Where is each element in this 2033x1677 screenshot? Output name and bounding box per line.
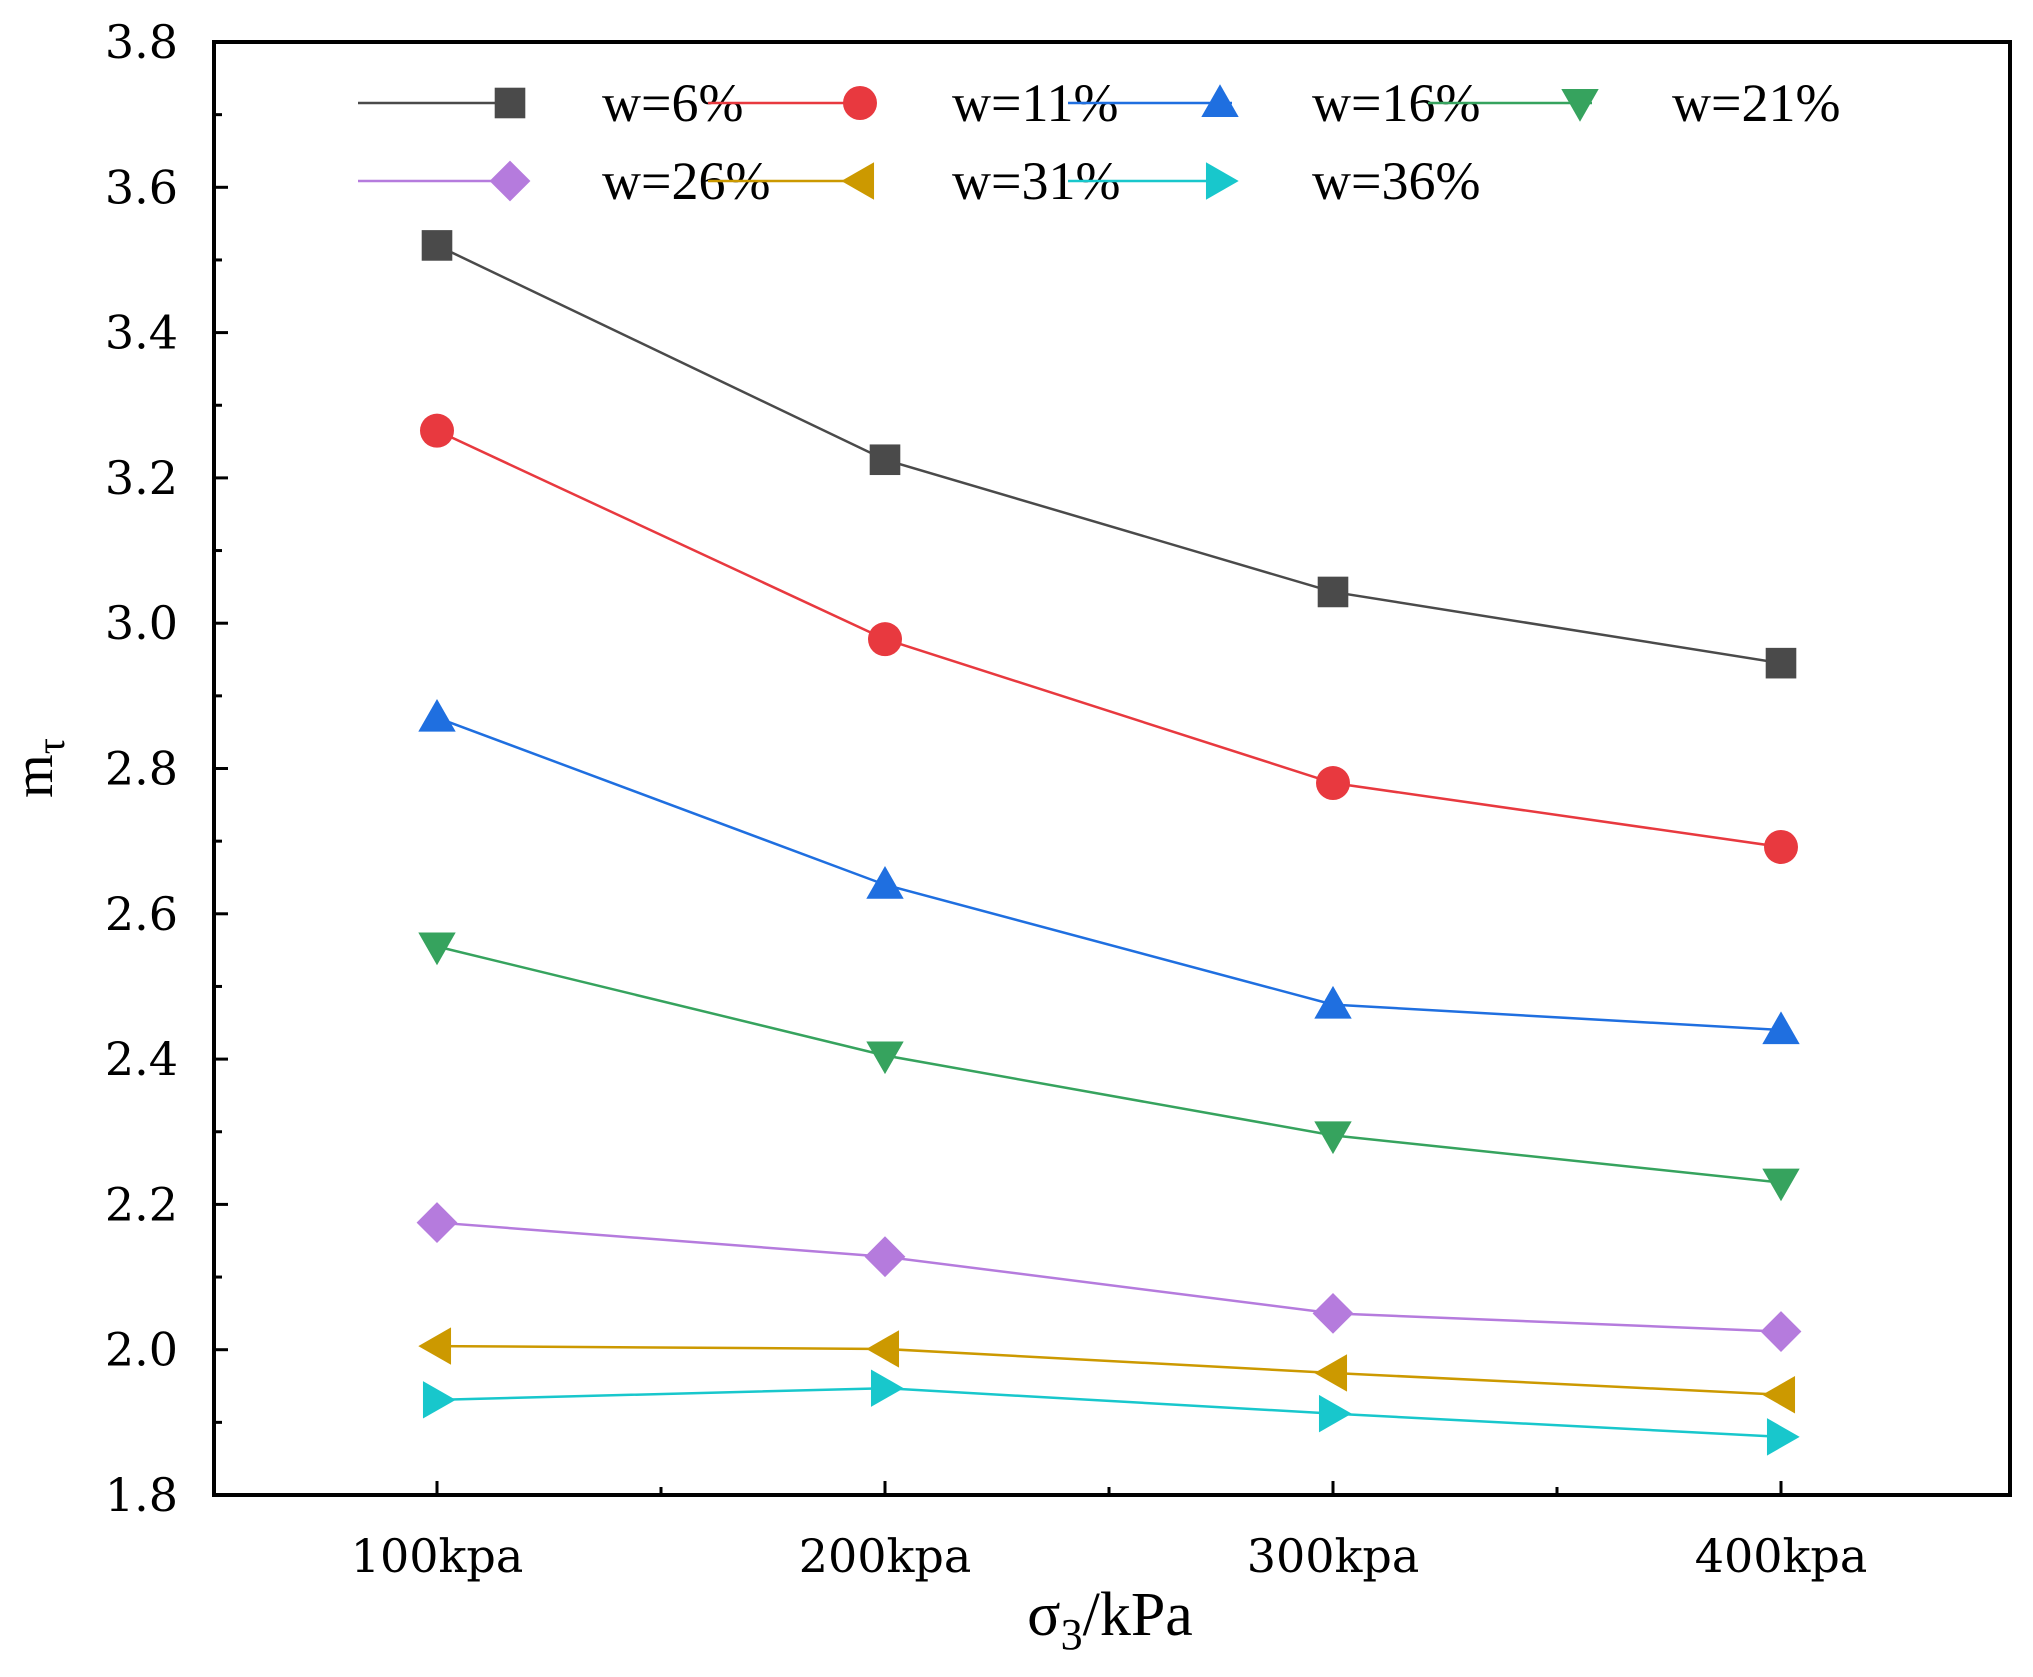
y-tick-label: 3.2 — [105, 451, 178, 505]
data-point — [1314, 985, 1352, 1019]
data-point — [1318, 1394, 1352, 1433]
legend-item: w=36% — [1068, 151, 1480, 211]
y-tick-label: 3.6 — [105, 160, 178, 214]
x-axis: 100kpa 200kpa 300kpa 400kpa — [351, 1481, 1868, 1583]
legend-marker — [1205, 162, 1239, 200]
data-point — [1762, 1376, 1796, 1414]
legend-label: w=21% — [1672, 73, 1840, 133]
y-axis-title-sub: τ — [28, 738, 73, 754]
x-tick-label: 300kpa — [1247, 1529, 1420, 1583]
series-2 — [420, 413, 1798, 864]
data-point — [868, 622, 902, 657]
x-axis-title-main: σ — [1027, 1581, 1060, 1649]
data-point — [1765, 647, 1797, 679]
data-point — [866, 1330, 900, 1368]
series-line — [436, 945, 1782, 1184]
plot-frame — [212, 40, 2012, 1497]
legend-label: w=36% — [1312, 151, 1480, 211]
y-tick-label: 2.8 — [105, 742, 178, 796]
data-point — [418, 698, 456, 732]
data-point — [1312, 1292, 1354, 1334]
legend-marker — [494, 87, 526, 119]
data-point — [418, 932, 456, 966]
y-tick-label: 2.0 — [105, 1323, 178, 1377]
series-layer — [416, 230, 1802, 1456]
series-line — [436, 244, 1782, 665]
series-1 — [421, 230, 1797, 679]
x-tick-label: 100kpa — [351, 1529, 524, 1583]
data-point — [1760, 1311, 1802, 1352]
data-point — [864, 1236, 906, 1278]
data-point — [866, 1041, 904, 1075]
y-axis-title: mτ — [3, 738, 73, 798]
legend-item: w=21% — [1428, 73, 1840, 133]
legend: w=6% w=11% w=16% w=21%w=26% w=31% w=36% — [358, 73, 1840, 211]
data-point — [420, 413, 454, 448]
data-point — [1317, 576, 1349, 608]
legend-marker — [843, 86, 877, 120]
data-point — [870, 1369, 904, 1407]
legend-item: w=11% — [708, 73, 1118, 133]
series-6 — [418, 1327, 1796, 1414]
series-line — [436, 1386, 1782, 1439]
x-tick-label: 200kpa — [799, 1529, 972, 1583]
data-point — [1762, 1011, 1800, 1045]
legend-item: w=6% — [358, 73, 743, 133]
y-tick-label: 2.4 — [105, 1032, 178, 1086]
legend-marker — [489, 160, 531, 202]
data-point — [422, 1381, 456, 1419]
series-5 — [416, 1202, 1802, 1352]
data-point — [1762, 1168, 1800, 1202]
y-tick-label: 1.8 — [105, 1468, 178, 1522]
x-axis-title-sub: 3 — [1061, 1610, 1083, 1659]
y-axis-title-main: m — [3, 754, 65, 798]
data-point — [1764, 829, 1798, 864]
data-point — [1316, 766, 1350, 801]
legend-marker — [1201, 84, 1239, 118]
data-point — [1766, 1418, 1800, 1456]
legend-marker — [1561, 88, 1599, 122]
series-line — [436, 1221, 1782, 1333]
data-point — [421, 230, 453, 261]
series-3 — [418, 698, 1800, 1045]
y-axis: 1.8 2.0 2.2 2.4 2.6 2.8 3.0 3.2 3.4 3.6 3.8 — [105, 15, 228, 1522]
x-axis-title: σ3/kPa — [1027, 1581, 1193, 1659]
x-axis-title-rest: /kPa — [1083, 1581, 1193, 1649]
y-tick-label: 3.4 — [105, 306, 178, 360]
series-line — [436, 429, 1782, 849]
series-line — [436, 1344, 1782, 1396]
data-point — [416, 1202, 458, 1243]
legend-item: w=16% — [1068, 73, 1480, 133]
series-line — [436, 716, 1782, 1032]
data-point — [1314, 1354, 1348, 1392]
x-tick-label: 400kpa — [1695, 1529, 1868, 1583]
y-tick-label: 2.2 — [105, 1177, 178, 1231]
legend-marker — [841, 162, 875, 200]
series-4 — [418, 932, 1800, 1202]
y-tick-label: 3.0 — [105, 596, 178, 650]
data-point — [418, 1327, 452, 1365]
y-tick-label: 2.6 — [105, 887, 178, 941]
data-point — [866, 866, 904, 899]
data-point — [1314, 1121, 1352, 1155]
series-7 — [422, 1369, 1800, 1456]
y-tick-label: 3.8 — [105, 15, 178, 69]
data-point — [869, 444, 901, 476]
